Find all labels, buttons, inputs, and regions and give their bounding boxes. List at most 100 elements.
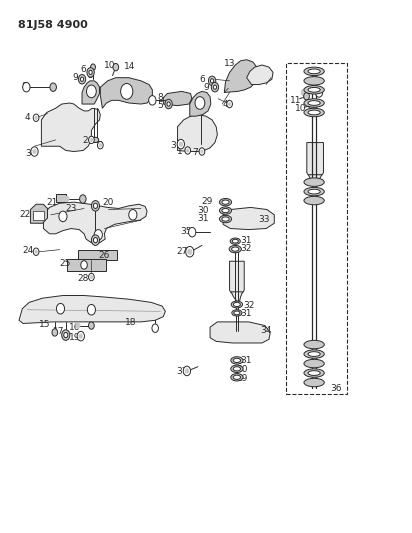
Circle shape	[80, 77, 84, 82]
Circle shape	[149, 95, 156, 105]
Circle shape	[52, 329, 58, 336]
Circle shape	[211, 83, 219, 92]
Circle shape	[94, 203, 98, 208]
Text: 20: 20	[102, 198, 113, 207]
Text: 10: 10	[103, 61, 115, 69]
Circle shape	[79, 334, 82, 338]
Circle shape	[35, 251, 37, 253]
Ellipse shape	[308, 110, 320, 115]
Circle shape	[201, 150, 203, 153]
Circle shape	[304, 93, 309, 100]
Ellipse shape	[304, 350, 324, 358]
Text: 4: 4	[24, 113, 30, 122]
Circle shape	[301, 90, 306, 95]
Circle shape	[121, 84, 133, 99]
Circle shape	[33, 248, 39, 255]
Text: 2: 2	[82, 136, 88, 146]
Text: 10: 10	[295, 104, 306, 113]
Polygon shape	[223, 207, 274, 230]
Circle shape	[77, 332, 84, 341]
Ellipse shape	[234, 311, 240, 315]
Text: 28: 28	[77, 273, 89, 282]
Circle shape	[64, 333, 68, 338]
Circle shape	[167, 102, 170, 106]
Text: 30: 30	[236, 365, 248, 374]
Ellipse shape	[220, 215, 232, 223]
Circle shape	[165, 99, 172, 109]
Text: 1: 1	[177, 147, 183, 156]
Circle shape	[89, 136, 94, 143]
Ellipse shape	[304, 341, 324, 349]
Text: 5: 5	[158, 101, 163, 110]
Text: 27: 27	[177, 247, 188, 256]
Ellipse shape	[304, 369, 324, 377]
Circle shape	[81, 261, 87, 269]
Circle shape	[183, 366, 191, 376]
Text: 29: 29	[236, 374, 248, 383]
Ellipse shape	[304, 67, 324, 76]
Ellipse shape	[304, 188, 324, 196]
Text: 25: 25	[59, 260, 70, 268]
Circle shape	[87, 85, 96, 98]
Circle shape	[89, 322, 94, 329]
Circle shape	[189, 228, 196, 237]
Text: 31: 31	[240, 310, 252, 319]
Bar	[286, 63, 346, 394]
Text: 15: 15	[38, 320, 50, 329]
Circle shape	[94, 238, 98, 243]
Text: 14: 14	[124, 62, 135, 70]
Ellipse shape	[232, 239, 238, 243]
Ellipse shape	[222, 217, 229, 221]
Circle shape	[91, 64, 96, 70]
Ellipse shape	[304, 178, 324, 187]
Polygon shape	[231, 292, 243, 302]
Circle shape	[315, 88, 323, 97]
Circle shape	[80, 195, 86, 203]
Ellipse shape	[234, 302, 240, 306]
Text: 3: 3	[25, 149, 31, 158]
Circle shape	[195, 96, 205, 109]
Circle shape	[199, 148, 205, 155]
Circle shape	[177, 140, 185, 149]
Ellipse shape	[231, 374, 243, 381]
Text: 3: 3	[171, 141, 176, 150]
Text: 8: 8	[21, 82, 27, 91]
Ellipse shape	[308, 189, 320, 194]
Text: 6: 6	[80, 65, 86, 74]
Polygon shape	[224, 60, 258, 92]
Ellipse shape	[220, 207, 232, 214]
Bar	[56, 194, 66, 202]
Ellipse shape	[229, 245, 241, 253]
Circle shape	[91, 200, 100, 211]
Ellipse shape	[231, 301, 243, 308]
Text: 26: 26	[98, 252, 109, 261]
Text: 9: 9	[72, 73, 78, 82]
Circle shape	[62, 330, 70, 341]
Circle shape	[59, 211, 67, 222]
Circle shape	[56, 303, 65, 314]
Text: 32: 32	[243, 301, 255, 310]
Ellipse shape	[231, 357, 243, 364]
Circle shape	[129, 209, 137, 220]
Text: 6: 6	[200, 75, 206, 84]
Ellipse shape	[304, 86, 324, 94]
Text: 31: 31	[240, 236, 252, 245]
Polygon shape	[41, 103, 101, 151]
Circle shape	[98, 141, 103, 149]
Circle shape	[187, 149, 189, 152]
Ellipse shape	[232, 310, 242, 316]
Text: 11: 11	[290, 96, 301, 105]
Ellipse shape	[222, 200, 229, 204]
Ellipse shape	[308, 370, 320, 375]
Polygon shape	[101, 78, 152, 108]
Text: 30: 30	[197, 206, 208, 215]
Circle shape	[33, 149, 36, 154]
Polygon shape	[229, 261, 244, 293]
Circle shape	[90, 276, 93, 279]
Ellipse shape	[304, 196, 324, 205]
Text: 7: 7	[96, 141, 102, 150]
Circle shape	[186, 246, 194, 257]
Circle shape	[89, 70, 92, 75]
Circle shape	[87, 68, 94, 77]
Ellipse shape	[308, 352, 320, 357]
